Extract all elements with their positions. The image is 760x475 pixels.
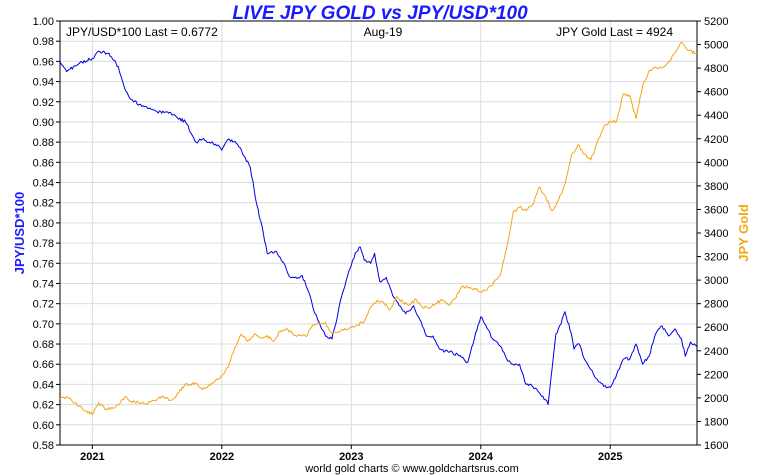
header-center: Aug-19 (364, 25, 403, 39)
y-left-tick-label: 0.84 (33, 178, 54, 190)
y-left-tick-label: 0.86 (33, 157, 54, 169)
y-left-tick-label: 0.80 (33, 218, 54, 230)
header-left: JPY/USD*100 Last = 0.6772 (66, 25, 218, 39)
y-right-tick-label: 4400 (704, 110, 728, 122)
y-left-tick-label: 0.88 (33, 137, 54, 149)
y-right-tick-label: 2800 (704, 299, 728, 311)
y-left-tick-label: 0.98 (33, 36, 54, 48)
y-right-tick-label: 4200 (704, 134, 728, 146)
y-left-tick-label: 0.66 (33, 359, 54, 371)
series-lines (59, 41, 698, 415)
footer-credit: world gold charts © www.goldchartsrus.co… (304, 463, 519, 475)
y-right-tick-label: 5000 (704, 40, 728, 52)
y-axis-left-label: JPY/USD*100 (12, 192, 27, 274)
y-right-tick-label: 2600 (704, 322, 728, 334)
y-right-tick-label: 3000 (704, 275, 728, 287)
y-left-tick-label: 0.94 (33, 77, 54, 89)
y-left-tick-label: 0.70 (33, 319, 54, 331)
y-left-tick-label: 0.62 (33, 400, 54, 412)
y-right-tick-label: 4800 (704, 63, 728, 75)
y-right-tick-label: 1600 (704, 440, 728, 452)
y-right-tick-label: 2400 (704, 346, 728, 358)
chart-title: LIVE JPY GOLD vs JPY/USD*100 (232, 3, 528, 24)
y-right-tick-label: 4000 (704, 157, 728, 169)
series-line-jpy-gold (59, 41, 698, 415)
y-right-tick-label: 3400 (704, 228, 728, 240)
y-left-tick-label: 0.64 (33, 379, 54, 391)
y-left-tick-label: 0.68 (33, 339, 54, 351)
x-tick-label: 2022 (210, 451, 234, 463)
x-tick-label: 2021 (80, 451, 104, 463)
y-left-tick-label: 0.76 (33, 258, 54, 270)
y-right-tick-label: 3600 (704, 204, 728, 216)
y-left-tick-label: 0.82 (33, 198, 54, 210)
y-left-tick-label: 0.74 (33, 278, 54, 290)
y-left-tick-label: 0.96 (33, 56, 54, 68)
y-right-tick-label: 5200 (704, 16, 728, 28)
y-right-tick-label: 3800 (704, 181, 728, 193)
y-right-tick-label: 2000 (704, 393, 728, 405)
x-tick-label: 2025 (598, 451, 622, 463)
y-axis-right-label: JPY Gold (736, 204, 751, 262)
y-right-tick-label: 1800 (704, 416, 728, 428)
y-left-tick-label: 0.72 (33, 299, 54, 311)
y-axis-left: 0.58 0.60 0.62 0.64 0.66 0.68 0.70 0.72 0.74 0.76… (33, 16, 60, 452)
x-tick-label: 2024 (469, 451, 494, 463)
y-right-tick-label: 3200 (704, 252, 728, 264)
y-left-tick-label: 0.92 (33, 97, 54, 109)
y-left-tick-label: 1.00 (33, 16, 54, 28)
y-right-tick-label: 4600 (704, 87, 728, 99)
y-left-tick-label: 0.78 (33, 238, 54, 250)
y-right-tick-label: 2200 (704, 369, 728, 381)
y-left-tick-label: 0.60 (33, 420, 54, 432)
header-right: JPY Gold Last = 4924 (556, 25, 673, 39)
y-left-tick-label: 0.90 (33, 117, 54, 129)
x-tick-label: 2023 (339, 451, 363, 463)
y-axis-right: 1600 1800 2000 2200 2400 2600 2800 3000 3200 3400… (697, 16, 728, 452)
x-axis: 2021 2022 2023 2024 2025 (80, 445, 622, 463)
series-line-jpy-usd (59, 50, 698, 406)
y-left-tick-label: 0.58 (33, 440, 54, 452)
